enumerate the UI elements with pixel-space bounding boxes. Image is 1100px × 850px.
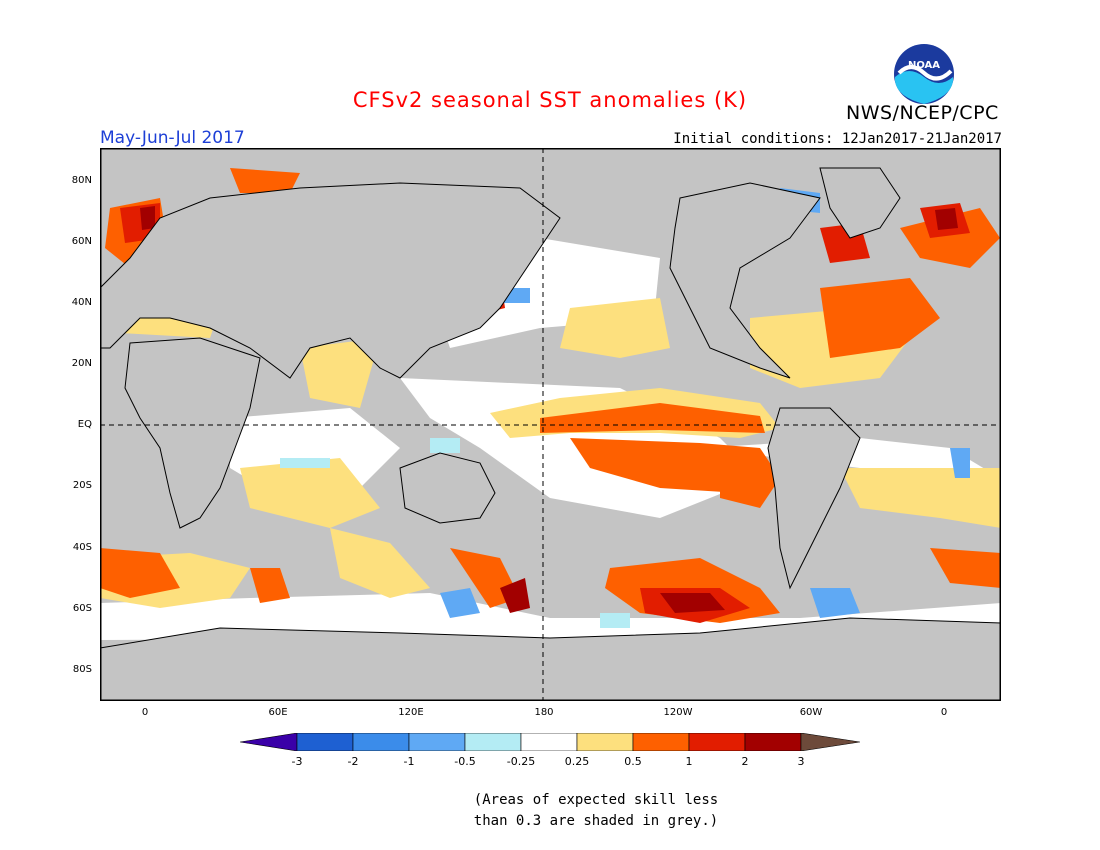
colorbar-label: 2 [741, 755, 749, 768]
colorbar-label: -0.5 [454, 755, 476, 768]
lat-label: 20S [72, 480, 92, 491]
lon-label: 0 [940, 707, 948, 718]
lon-label: 60W [799, 707, 823, 718]
colorbar-label: -2 [347, 755, 359, 768]
cold-anomaly-light [280, 438, 630, 628]
lat-label: 40N [71, 297, 92, 308]
skill-note-line1: (Areas of expected skill less [473, 792, 719, 808]
colorbar-segment [296, 733, 354, 751]
colorbar-label: 3 [797, 755, 805, 768]
lat-label: 20N [71, 358, 92, 369]
lat-label: 80N [71, 175, 92, 186]
lat-label: 60N [71, 236, 92, 247]
lon-label: 60E [268, 707, 288, 718]
colorbar-segment [464, 733, 522, 751]
colorbar-segment [632, 733, 690, 751]
colorbar-segment [576, 733, 634, 751]
lat-label: 40S [72, 542, 92, 553]
colorbar-label: 0.5 [624, 755, 642, 768]
lon-label: 120W [663, 707, 693, 718]
coastlines [100, 167, 1001, 701]
noaa-logo: NOAA [894, 44, 954, 104]
colorbar [240, 733, 860, 751]
lon-label: 120E [398, 707, 424, 718]
sst-anomaly-map [100, 148, 1001, 701]
lat-label: EQ [77, 419, 92, 430]
colorbar-segment [240, 733, 298, 751]
colorbar-segment [688, 733, 746, 751]
initial-conditions-label: Initial conditions: 12Jan2017-21Jan2017 [673, 131, 1002, 147]
colorbar-segment [800, 733, 860, 751]
lat-label: 80S [72, 664, 92, 675]
map-title: CFSv2 seasonal SST anomalies (K) [352, 88, 748, 112]
lon-label: 180 [534, 707, 554, 718]
colorbar-label: 1 [685, 755, 693, 768]
colorbar-segment [408, 733, 466, 751]
season-label: May-Jun-Jul 2017 [100, 128, 245, 148]
colorbar-label: -1 [403, 755, 415, 768]
colorbar-segment [520, 733, 578, 751]
warm-anomaly-darkred [140, 206, 958, 613]
agency-label: NWS/NCEP/CPC [846, 102, 999, 124]
colorbar-segment [352, 733, 410, 751]
lon-label: 0 [141, 707, 149, 718]
colorbar-label: -0.25 [506, 755, 536, 768]
colorbar-segment [744, 733, 802, 751]
lat-label: 60S [72, 603, 92, 614]
colorbar-label: -3 [291, 755, 303, 768]
svg-text:NOAA: NOAA [908, 60, 940, 71]
skill-note-line2: than 0.3 are shaded in grey.) [473, 813, 719, 829]
colorbar-label: 0.25 [564, 755, 590, 768]
